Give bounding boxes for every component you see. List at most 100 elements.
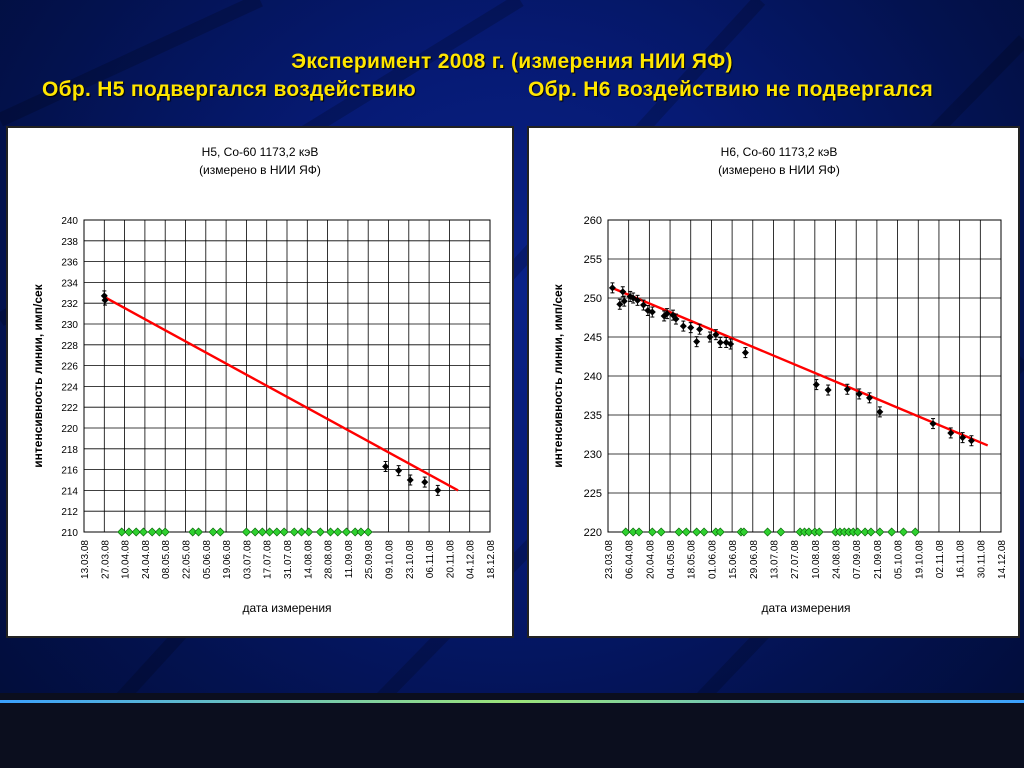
chart-subtitle: (измерено в НИИ ЯФ) bbox=[718, 163, 840, 177]
y-tick-label: 222 bbox=[61, 403, 78, 414]
black-diamond-marker bbox=[855, 390, 863, 398]
chart-h5: Н5, Со-60 1173,2 кэВ (измерено в НИИ ЯФ)… bbox=[31, 145, 497, 615]
x-tick-label: 25.09.08 bbox=[364, 540, 375, 579]
black-diamond-marker bbox=[672, 315, 680, 323]
black-diamond-marker bbox=[421, 478, 429, 486]
x-tick-label: 27.07.08 bbox=[790, 540, 801, 579]
green-diamond-marker bbox=[763, 527, 773, 537]
black-diamond-marker bbox=[648, 308, 656, 316]
x-tick-label: 31.07.08 bbox=[283, 540, 294, 579]
chart-subtitle: (измерено в НИИ ЯФ) bbox=[199, 163, 321, 177]
data-point bbox=[620, 295, 628, 307]
black-diamond-marker bbox=[663, 310, 671, 318]
x-tick-label: 06.11.08 bbox=[425, 540, 436, 579]
green-diamond-marker bbox=[297, 527, 306, 537]
data-point bbox=[382, 460, 390, 472]
y-tick-label: 230 bbox=[61, 320, 78, 331]
black-diamond-marker bbox=[382, 462, 390, 470]
black-diamond-marker bbox=[608, 284, 616, 292]
data-point bbox=[395, 465, 403, 477]
data-point bbox=[967, 435, 975, 447]
black-diamond-marker bbox=[620, 297, 628, 305]
data-point bbox=[696, 323, 704, 335]
x-tick-label: 11.09.08 bbox=[344, 540, 355, 579]
x-tick-label: 19.06.08 bbox=[222, 540, 233, 579]
data-point bbox=[959, 432, 967, 444]
data-point bbox=[706, 331, 714, 343]
data-point bbox=[679, 320, 687, 332]
y-tick-label: 255 bbox=[584, 254, 602, 266]
black-diamond-marker bbox=[812, 381, 820, 389]
x-tick-label: 03.07.08 bbox=[242, 540, 253, 579]
green-diamond-marker bbox=[674, 527, 684, 537]
green-diamond-marker bbox=[853, 527, 863, 537]
data-point bbox=[929, 418, 937, 430]
green-diamond-marker bbox=[124, 527, 134, 537]
y-tick-label: 232 bbox=[61, 299, 78, 310]
x-tick-label: 13.07.08 bbox=[769, 540, 780, 579]
chart-title: Н5, Со-60 1173,2 кэВ bbox=[202, 145, 319, 159]
y-tick-label: 226 bbox=[61, 362, 78, 373]
data-point bbox=[727, 338, 735, 350]
green-diamond-marker bbox=[333, 527, 343, 537]
data-point bbox=[608, 282, 616, 294]
x-tick-label: 13.03.08 bbox=[80, 540, 91, 579]
green-diamond-marker bbox=[194, 527, 204, 537]
data-point bbox=[663, 308, 671, 320]
green-diamond-marker bbox=[208, 527, 218, 537]
y-tick-label: 238 bbox=[61, 237, 78, 248]
chart-panel-h5: Н5, Со-60 1173,2 кэВ (измерено в НИИ ЯФ)… bbox=[6, 126, 514, 638]
data-point bbox=[866, 392, 874, 404]
green-diamond-marker bbox=[147, 527, 157, 537]
x-tick-label: 15.06.08 bbox=[728, 540, 739, 579]
x-tick-label: 19.10.08 bbox=[914, 540, 925, 579]
x-tick-label: 24.08.08 bbox=[832, 540, 843, 579]
x-tick-label: 16.11.08 bbox=[956, 540, 967, 579]
chart-h6: Н6, Со-60 1173,2 кэВ (измерено в НИИ ЯФ)… bbox=[551, 145, 1008, 615]
black-diamond-marker bbox=[712, 331, 720, 339]
x-tick-label: 06.04.08 bbox=[625, 540, 636, 579]
y-tick-label: 245 bbox=[584, 332, 602, 344]
green-diamond-marker bbox=[866, 527, 876, 537]
x-tick-label: 20.04.08 bbox=[645, 540, 656, 579]
black-diamond-marker bbox=[434, 486, 442, 494]
x-tick-label: 18.05.08 bbox=[687, 540, 698, 579]
slide-subtitle-right: Обр. Н6 воздействию не подвергался bbox=[528, 78, 934, 101]
footer-band bbox=[0, 693, 1024, 768]
green-diamond-marker bbox=[804, 527, 814, 537]
black-diamond-marker bbox=[824, 386, 832, 394]
y-tick-label: 225 bbox=[584, 488, 602, 500]
x-tick-label: 05.10.08 bbox=[894, 540, 905, 579]
data-point bbox=[434, 484, 442, 496]
green-diamond-marker bbox=[875, 527, 885, 537]
data-point bbox=[843, 383, 851, 395]
data-point bbox=[616, 298, 624, 310]
y-tick-label: 220 bbox=[584, 527, 602, 539]
green-diamond-marker bbox=[656, 527, 666, 537]
data-point bbox=[712, 329, 720, 341]
y-tick-label: 224 bbox=[61, 382, 78, 393]
y-tick-label: 228 bbox=[61, 341, 78, 352]
green-diamond-marker bbox=[215, 527, 225, 537]
y-tick-label: 212 bbox=[61, 507, 78, 518]
black-diamond-marker bbox=[101, 296, 109, 304]
y-tick-label: 240 bbox=[61, 216, 78, 227]
data-point bbox=[101, 294, 109, 306]
data-point bbox=[722, 336, 730, 348]
x-tick-label: 28.08.08 bbox=[324, 540, 335, 579]
green-diamond-marker bbox=[681, 527, 691, 537]
x-tick-label: 23.03.08 bbox=[604, 540, 615, 579]
data-point bbox=[876, 406, 884, 418]
black-diamond-marker bbox=[639, 301, 647, 309]
x-tick-label: 01.06.08 bbox=[707, 540, 718, 579]
green-diamond-marker bbox=[356, 527, 366, 537]
green-diamond-marker bbox=[315, 527, 325, 537]
black-diamond-marker bbox=[696, 325, 704, 333]
green-diamond-marker bbox=[910, 527, 920, 537]
chart-title: Н6, Со-60 1173,2 кэВ bbox=[721, 145, 838, 159]
black-diamond-marker bbox=[706, 333, 714, 341]
x-axis-label: дата измерения bbox=[242, 601, 331, 615]
x-tick-label: 14.12.08 bbox=[997, 540, 1008, 579]
x-tick-label: 10.08.08 bbox=[811, 540, 822, 579]
green-diamond-marker bbox=[117, 527, 127, 537]
